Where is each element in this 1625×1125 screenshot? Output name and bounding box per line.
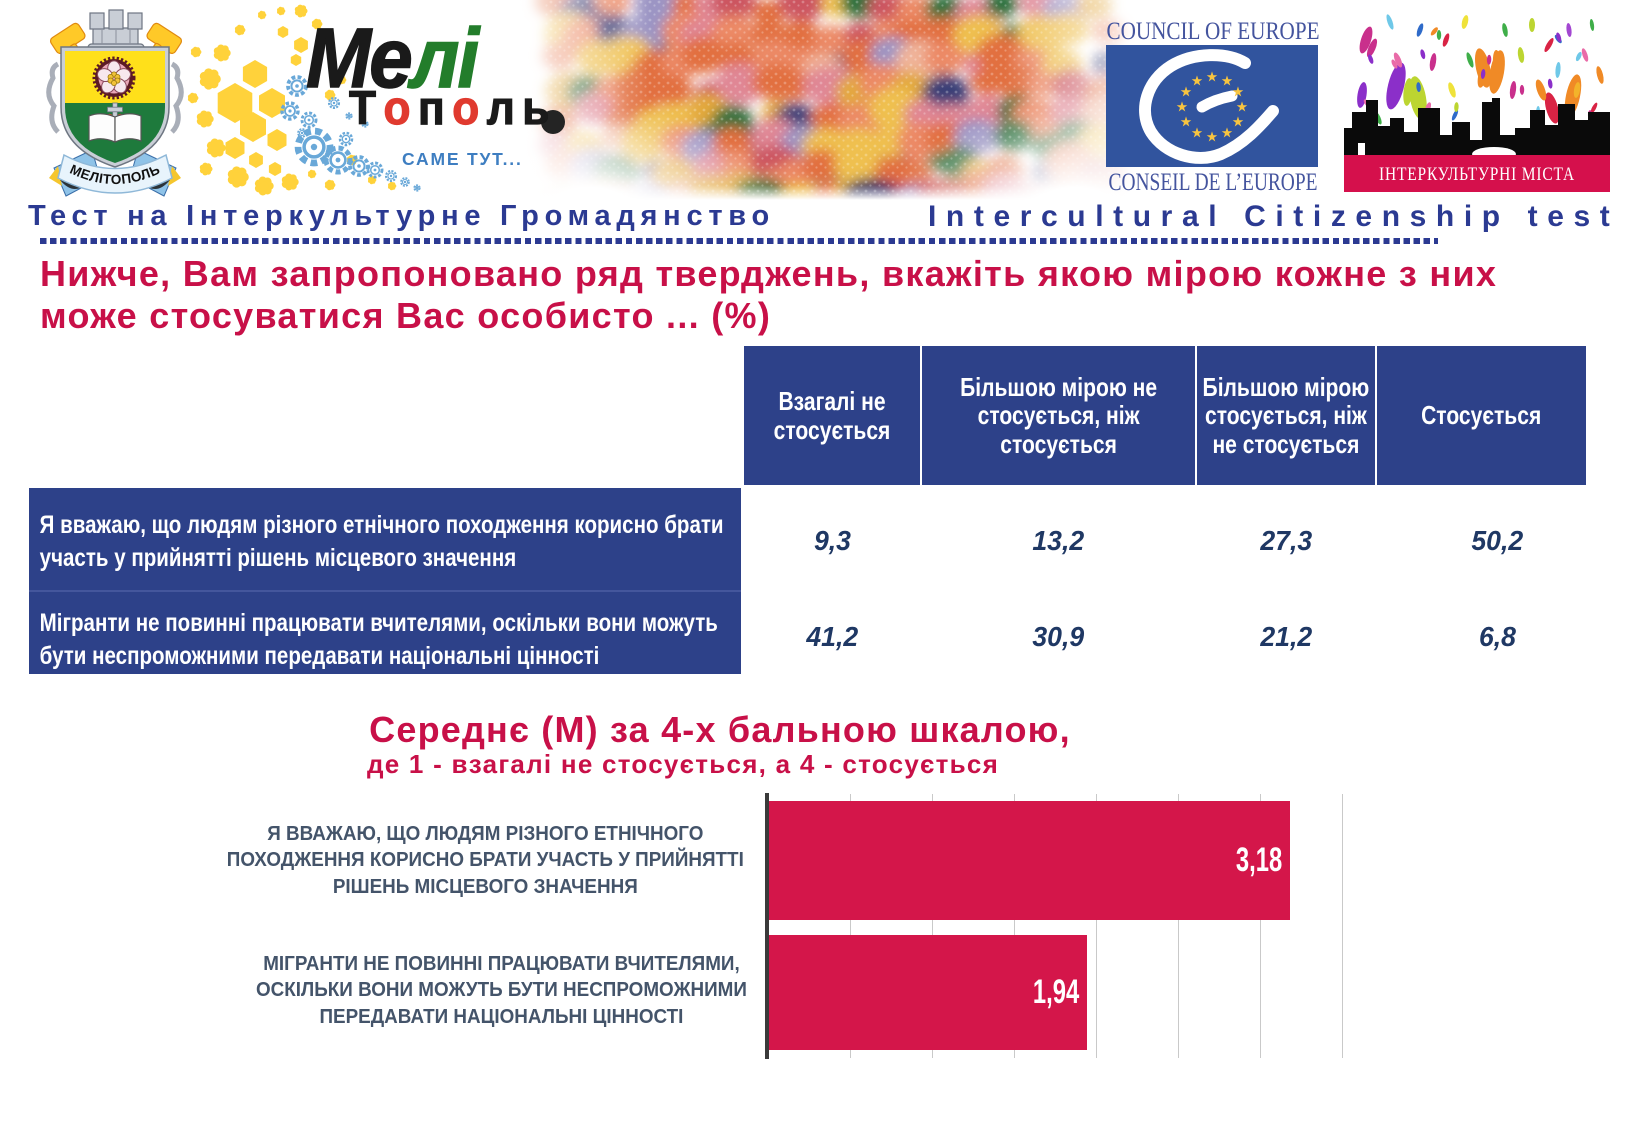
svg-text:COUNCIL OF EUROPE: COUNCIL OF EUROPE	[1107, 18, 1320, 45]
svg-text:ІНТЕРКУЛЬТУРНІ МІСТА: ІНТЕРКУЛЬТУРНІ МІСТА	[1379, 164, 1575, 185]
svg-text:САМЕ ТУТ...: САМЕ ТУТ...	[402, 149, 523, 169]
svg-text:Мелі: Мелі	[306, 12, 481, 105]
svg-text:Тополь: Тополь	[349, 82, 557, 135]
svg-text:CONSEIL DE L’EUROPE: CONSEIL DE L’EUROPE	[1109, 169, 1318, 196]
